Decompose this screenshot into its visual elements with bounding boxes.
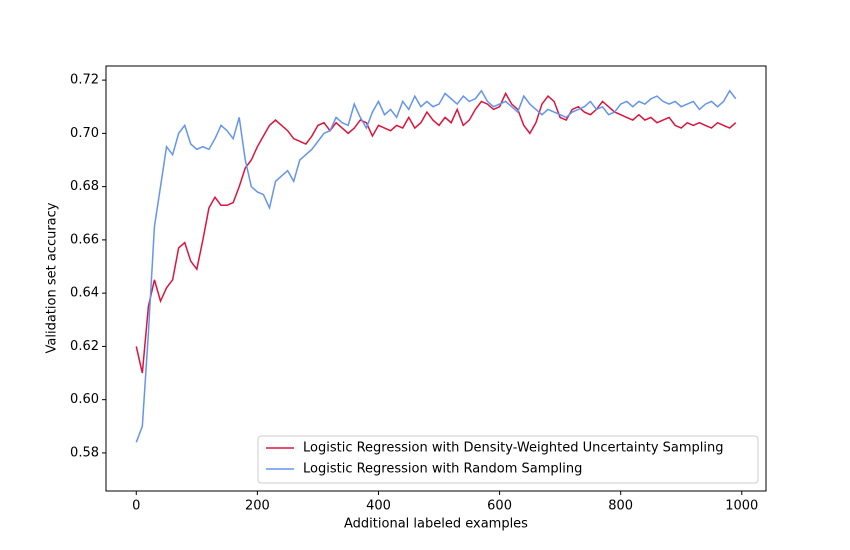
y-tick-label: 0.66 xyxy=(70,232,99,247)
x-tick-label: 400 xyxy=(366,499,391,514)
x-tick-label: 800 xyxy=(608,499,633,514)
y-tick-label: 0.64 xyxy=(70,286,99,301)
data-line xyxy=(135,89,737,443)
x-tick-label: 0 xyxy=(132,499,140,514)
legend-label: Logistic Regression with Density-Weighte… xyxy=(303,441,724,456)
y-tick-label: 0.58 xyxy=(70,445,99,460)
y-tick-label: 0.68 xyxy=(70,179,99,194)
x-tick-label: 1000 xyxy=(725,499,758,514)
legend-box xyxy=(257,435,759,484)
y-axis-label: Validation set accuracy xyxy=(45,202,60,353)
y-tick-label: 0.72 xyxy=(70,73,99,88)
y-tick-label: 0.62 xyxy=(70,339,99,354)
y-tick-label: 0.70 xyxy=(70,126,99,141)
x-tick-label: 600 xyxy=(487,499,512,514)
y-tick-label: 0.60 xyxy=(70,392,99,407)
axes-frame xyxy=(105,65,767,492)
x-tick-label: 200 xyxy=(245,499,270,514)
data-line xyxy=(135,91,737,374)
x-axis-label: Additional labeled examples xyxy=(344,517,528,532)
legend-label: Logistic Regression with Random Sampling xyxy=(303,462,582,477)
